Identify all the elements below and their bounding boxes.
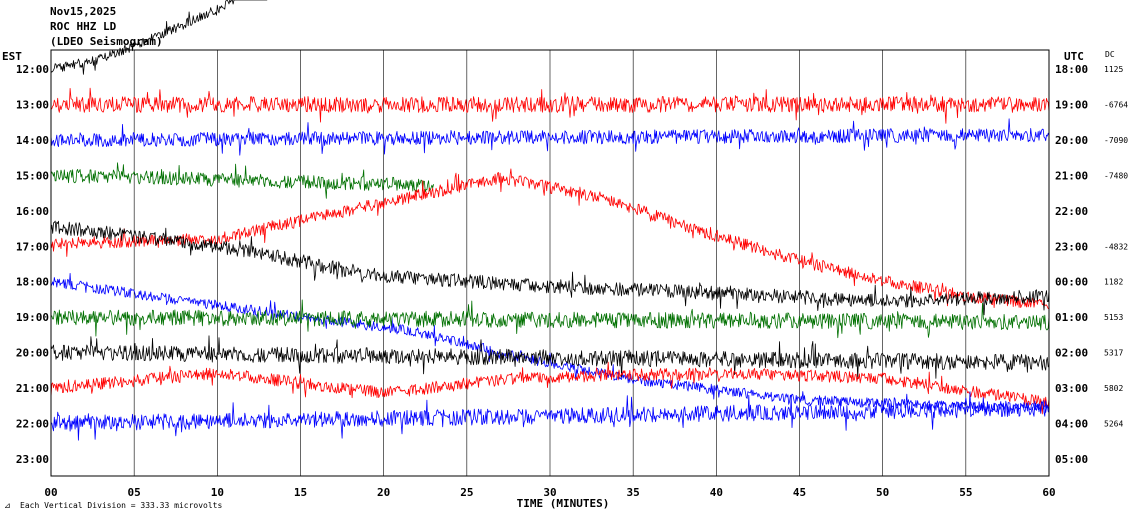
x-tick-label: 00 — [44, 486, 57, 499]
x-tick-label: 40 — [710, 486, 723, 499]
x-axis-title: TIME (MINUTES) — [517, 497, 610, 510]
trace-blue-2 — [50, 118, 1050, 156]
est-hour-label: 18:00 — [16, 276, 49, 289]
x-tick-label: 15 — [294, 486, 307, 499]
est-hour-label: 14:00 — [16, 134, 49, 147]
utc-hour-label: 01:00 — [1055, 311, 1088, 324]
footer-logo: ⊿ — [4, 501, 11, 510]
dc-offset-label: 5264 — [1104, 420, 1123, 429]
est-hour-label: 19:00 — [16, 311, 49, 324]
x-tick-label: 05 — [128, 486, 141, 499]
utc-hour-label: 19:00 — [1055, 98, 1088, 111]
utc-hour-label: 18:00 — [1055, 63, 1088, 76]
est-hour-label: 15:00 — [16, 169, 49, 182]
trace-black-0 — [50, 0, 268, 75]
utc-hour-label: 04:00 — [1055, 418, 1088, 431]
x-tick-label: 50 — [876, 486, 889, 499]
dc-offset-label: -6764 — [1104, 100, 1128, 109]
utc-hour-label: 20:00 — [1055, 134, 1088, 147]
dc-offset-label: 5802 — [1104, 384, 1123, 393]
plot-frame — [50, 49, 1050, 477]
utc-hour-label: 23:00 — [1055, 240, 1088, 253]
dc-offset-label: 5317 — [1104, 349, 1123, 358]
x-tick-label: 35 — [627, 486, 640, 499]
trace-red-1 — [50, 87, 1050, 124]
x-tick-label: 20 — [377, 486, 390, 499]
est-axis-title: EST — [2, 50, 22, 63]
axis-labels: 00 05 10 15 20 25 30 35 40 45 50 55 60 12:00 18:00 1125… — [16, 63, 1128, 499]
header-date: Nov15,2025 — [50, 5, 116, 18]
trace-blue-10 — [50, 391, 1050, 441]
header-source: (LDEO Seismogram) — [50, 35, 163, 48]
utc-hour-label: 21:00 — [1055, 169, 1088, 182]
x-tick-label: 25 — [460, 486, 473, 499]
dc-column-title: DC — [1105, 50, 1115, 59]
x-tick-label: 60 — [1042, 486, 1055, 499]
x-tick-label: 55 — [959, 486, 972, 499]
utc-hour-label: 03:00 — [1055, 382, 1088, 395]
trace-black-5 — [50, 220, 1050, 316]
est-hour-label: 16:00 — [16, 205, 49, 218]
est-hour-label: 20:00 — [16, 347, 49, 360]
header-station: ROC HHZ LD — [50, 20, 117, 33]
x-tick-label: 45 — [793, 486, 806, 499]
dc-offset-label: 1182 — [1104, 278, 1123, 287]
est-hour-label: 13:00 — [16, 98, 49, 111]
utc-hour-label: 00:00 — [1055, 276, 1088, 289]
dc-offset-label: 1125 — [1104, 65, 1123, 74]
est-hour-label: 12:00 — [16, 63, 49, 76]
trace-green-3 — [50, 162, 434, 199]
est-hour-label: 22:00 — [16, 418, 49, 431]
x-tick-label: 30 — [543, 486, 556, 499]
footer-scale: Each Vertical Division = 333.33 microvol… — [20, 501, 222, 510]
dc-offset-label: -7480 — [1104, 171, 1128, 180]
utc-hour-label: 02:00 — [1055, 347, 1088, 360]
dc-offset-label: -7090 — [1104, 136, 1128, 145]
trace-red-4 — [50, 168, 1050, 310]
trace-red-9 — [50, 361, 1050, 415]
utc-axis-title: UTC — [1064, 50, 1084, 63]
dc-offset-label: 5153 — [1104, 313, 1123, 322]
est-hour-label: 23:00 — [16, 453, 49, 466]
trace-black-8 — [50, 335, 1050, 380]
trace-green-7 — [50, 299, 1050, 339]
utc-hour-label: 05:00 — [1055, 453, 1088, 466]
est-hour-label: 17:00 — [16, 240, 49, 253]
trace-blue-6 — [50, 273, 1050, 413]
est-hour-label: 21:00 — [16, 382, 49, 395]
traces — [50, 0, 1050, 441]
dc-offset-label: -4832 — [1104, 242, 1128, 251]
utc-hour-label: 22:00 — [1055, 205, 1088, 218]
x-tick-label: 10 — [211, 486, 224, 499]
